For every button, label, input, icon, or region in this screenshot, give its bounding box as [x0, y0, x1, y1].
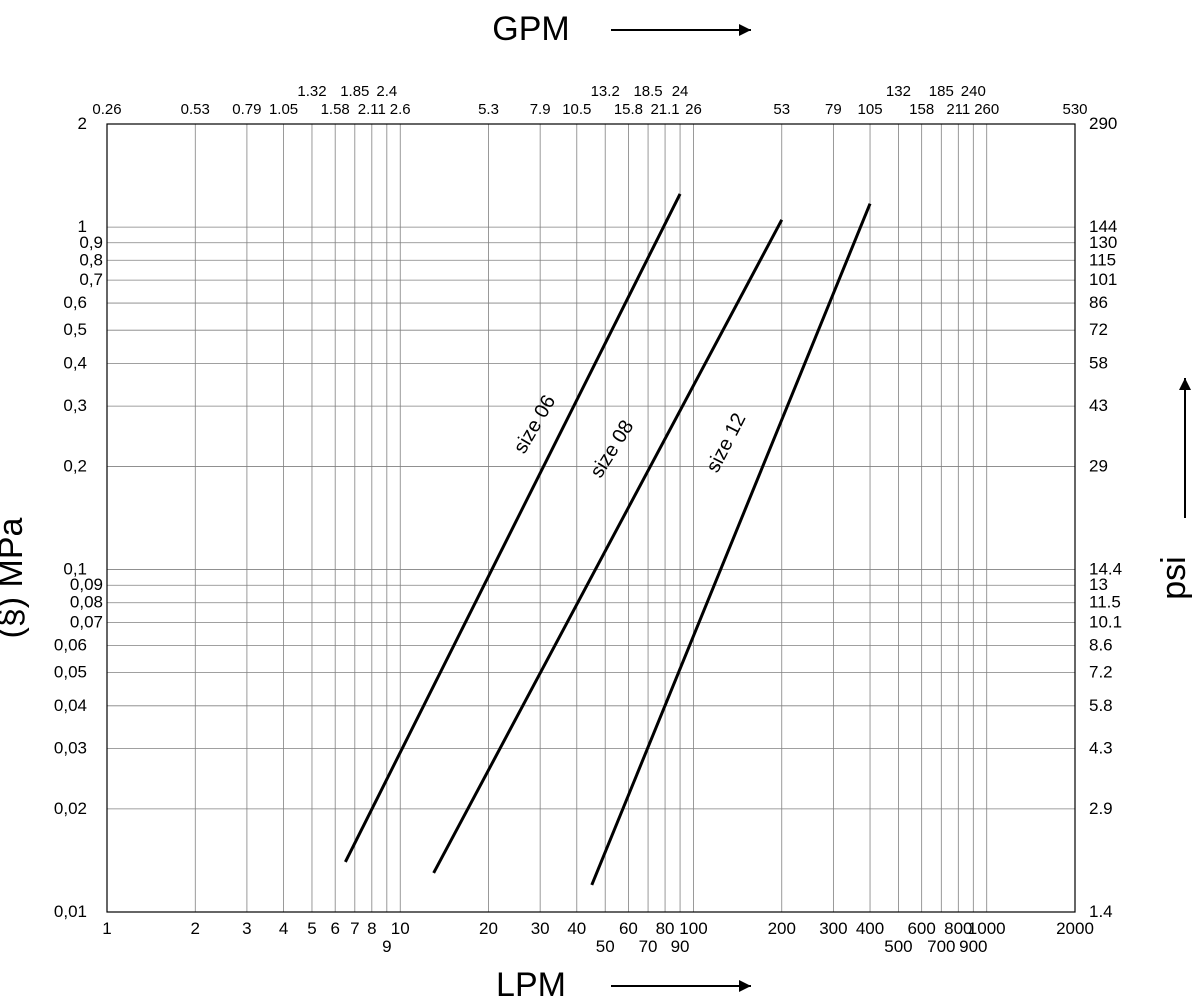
- y-right-tick: 72: [1089, 320, 1108, 339]
- x-top-tick: 185: [929, 83, 954, 100]
- x-top-tick: 24: [672, 83, 689, 100]
- x-bottom-tick: 900: [959, 937, 987, 956]
- y-left-tick: 0,06: [54, 636, 87, 655]
- y-left-tick: 0,3: [63, 396, 87, 415]
- x-top-tick: 7.9: [530, 101, 551, 118]
- x-bottom-tick: 6: [330, 919, 339, 938]
- y-right-tick: 14.4: [1089, 560, 1122, 579]
- x-top-tick: 260: [974, 101, 999, 118]
- x-top-tick: 13.2: [591, 83, 620, 100]
- y-left-tick: 0,5: [63, 320, 87, 339]
- x-top-tick: 18.5: [633, 83, 662, 100]
- y-right-tick: 115: [1089, 250, 1116, 269]
- x-bottom-tick: 50: [596, 937, 615, 956]
- x-bottom-tick: 700: [927, 937, 955, 956]
- y-left-tick: 0,02: [54, 799, 87, 818]
- x-top-tick: 240: [961, 83, 986, 100]
- y-left-tick: 0,7: [79, 270, 103, 289]
- x-bottom-tick: 2000: [1056, 919, 1094, 938]
- x-top-tick: 0.26: [92, 101, 121, 118]
- y-left-tick: 0,09: [70, 575, 103, 594]
- x-bottom-tick: 5: [307, 919, 316, 938]
- x-bottom-tick: 500: [884, 937, 912, 956]
- x-bottom-tick: 2: [191, 919, 200, 938]
- x-top-tick: 2.6: [390, 101, 411, 118]
- y-right-tick: 1.4: [1089, 902, 1113, 921]
- x-top-tick: 5.3: [478, 101, 499, 118]
- x-bottom-tick: 1000: [968, 919, 1006, 938]
- x-top-tick: 158: [909, 101, 934, 118]
- x-bottom-tick: 1: [102, 919, 111, 938]
- x-bottom-tick: 40: [567, 919, 586, 938]
- y-left-title: (§) MPa: [0, 517, 30, 638]
- y-right-tick: 43: [1089, 396, 1108, 415]
- y-right-title: psi: [1155, 556, 1193, 599]
- x-top-tick: 2.11: [358, 101, 386, 118]
- x-top-tick: 53: [773, 101, 790, 118]
- y-right-tick: 101: [1089, 270, 1117, 289]
- x-bottom-tick: 200: [768, 919, 796, 938]
- x-bottom-tick: 3: [242, 919, 251, 938]
- x-top-tick: 1.05: [269, 101, 298, 118]
- y-left-tick: 0,4: [63, 353, 87, 372]
- y-left-tick: 0,2: [63, 456, 87, 475]
- x-bottom-tick: 60: [619, 919, 638, 938]
- x-bottom-tick: 7: [350, 919, 359, 938]
- y-left-tick: 0,08: [70, 593, 103, 612]
- x-bottom-tick: 10: [391, 919, 410, 938]
- y-left-tick: 0,03: [54, 739, 87, 758]
- y-left-tick: 0,6: [63, 293, 87, 312]
- y-right-tick: 144: [1089, 217, 1117, 236]
- x-top-tick: 1.32: [297, 83, 326, 100]
- x-bottom-tick: 8: [367, 919, 376, 938]
- y-right-tick: 290: [1089, 114, 1117, 133]
- x-top-tick: 1.58: [321, 101, 350, 118]
- x-top-tick: 0.79: [232, 101, 261, 118]
- x-bottom-tick: 400: [856, 919, 884, 938]
- y-right-tick: 58: [1089, 353, 1108, 372]
- y-right-tick: 29: [1089, 456, 1108, 475]
- y-left-tick: 0,9: [79, 233, 103, 252]
- x-top-tick: 1.85: [340, 83, 369, 100]
- x-bottom-tick: 80: [656, 919, 675, 938]
- y-right-tick: 10.1: [1089, 613, 1122, 632]
- x-bottom-title: LPM: [496, 966, 566, 1004]
- x-bottom-tick: 100: [679, 919, 707, 938]
- x-bottom-tick: 90: [671, 937, 690, 956]
- x-top-tick: 530: [1062, 101, 1087, 118]
- x-bottom-tick: 30: [531, 919, 550, 938]
- y-right-tick: 7.2: [1089, 663, 1113, 682]
- x-top-tick: 105: [858, 101, 883, 118]
- y-left-tick: 0,04: [54, 696, 87, 715]
- x-bottom-tick: 300: [819, 919, 847, 938]
- x-top-tick: 2.4: [376, 83, 397, 100]
- x-top-tick: 26: [685, 101, 702, 118]
- y-left-tick: 0,01: [54, 902, 87, 921]
- x-bottom-tick: 70: [639, 937, 658, 956]
- x-bottom-tick: 20: [479, 919, 498, 938]
- y-right-tick: 2.9: [1089, 799, 1113, 818]
- y-right-tick: 4.3: [1089, 739, 1113, 758]
- x-top-tick: 79: [825, 101, 842, 118]
- x-top-tick: 0.53: [181, 101, 210, 118]
- y-right-tick: 8.6: [1089, 636, 1113, 655]
- x-top-tick: 21.1: [650, 101, 679, 118]
- y-left-tick: 0,05: [54, 663, 87, 682]
- x-top-tick: 132: [886, 83, 911, 100]
- chart-svg: 1234567810203040608010020030040060080010…: [0, 0, 1200, 1006]
- y-left-tick: 0,07: [70, 613, 103, 632]
- y-right-tick: 5.8: [1089, 696, 1113, 715]
- x-bottom-tick: 9: [382, 937, 391, 956]
- y-right-tick: 11.5: [1089, 593, 1121, 612]
- x-bottom-tick: 4: [279, 919, 288, 938]
- x-top-title: GPM: [492, 10, 569, 48]
- x-bottom-tick: 600: [907, 919, 935, 938]
- y-right-tick: 86: [1089, 293, 1108, 312]
- pressure-flow-chart: 1234567810203040608010020030040060080010…: [0, 0, 1200, 1006]
- x-top-tick: 15.8: [614, 101, 643, 118]
- x-top-tick: 10.5: [562, 101, 591, 118]
- x-top-tick: 211: [946, 101, 970, 118]
- y-left-tick: 0,8: [79, 250, 103, 269]
- y-left-tick: 2: [78, 114, 87, 133]
